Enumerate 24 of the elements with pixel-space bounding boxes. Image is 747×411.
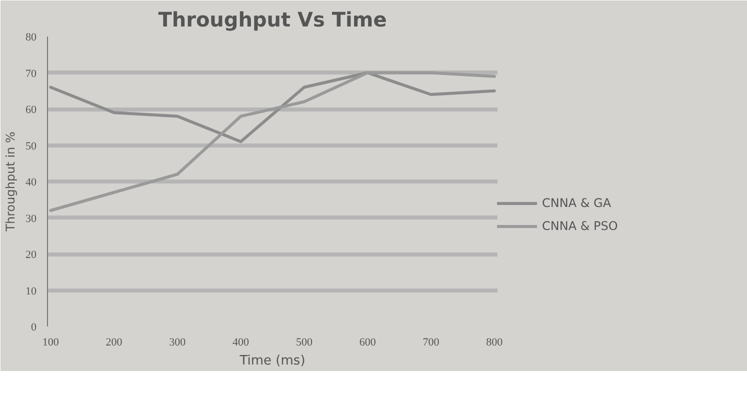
x-tick-label: 400: [232, 336, 250, 348]
y-tick-label: 30: [26, 212, 37, 225]
legend-label: CNNA & PSO: [542, 219, 618, 233]
x-tick-label: 600: [359, 336, 376, 348]
line-series: [49, 71, 496, 212]
chart-title: Throughput Vs Time: [158, 8, 387, 32]
y-tick-label: 50: [26, 140, 37, 152]
y-tick-label: 10: [26, 285, 37, 298]
y-axis-title: Throughput in %: [4, 132, 18, 232]
x-tick-label: 100: [42, 336, 60, 348]
x-axis-title: Time (ms): [238, 354, 306, 368]
y-tick-label: 40: [26, 176, 37, 188]
x-tick-label: 700: [422, 336, 440, 348]
y-tick-label: 20: [26, 249, 37, 261]
x-tick-label: 200: [106, 336, 123, 348]
y-tick-label: 80: [26, 32, 37, 44]
legend-label: CNNA & GA: [542, 196, 612, 210]
y-tick-label: 0: [31, 322, 37, 334]
y-tick-label: 60: [26, 104, 37, 116]
x-tick-label: 500: [296, 336, 313, 348]
x-tick-label: 300: [169, 336, 186, 348]
y-tick-label: 70: [26, 68, 37, 80]
x-tick-label: 800: [486, 336, 504, 348]
line-series: [49, 71, 496, 144]
